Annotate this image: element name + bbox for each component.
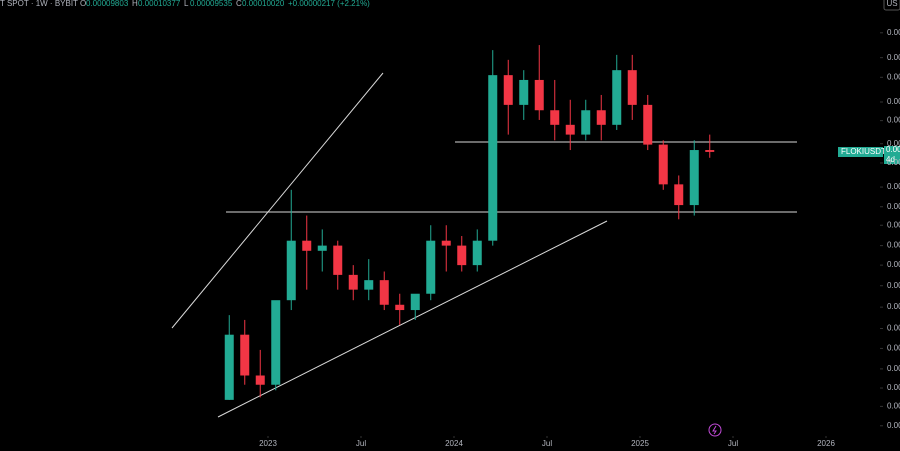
candle-body [240,334,250,376]
change: +0.00000217 (+2.21%) [288,0,370,8]
y-tick-label: 0.00 [887,116,900,125]
y-tick-label: 0.00 [887,302,900,311]
candle-body [565,124,575,135]
candle-body [488,75,498,241]
candle-body [395,304,405,311]
symbol: T SPOT · 1W · BYBIT [0,0,78,8]
y-tick-label: 0.00 [887,402,900,411]
y-tick-label: 0.00 [887,220,900,229]
ohlc-value: 0.00009803 [86,0,129,8]
candle-body [317,245,327,251]
lightning-icon[interactable] [708,423,722,437]
x-tick-label: Jul [728,439,738,448]
y-tick-label: 0.00 [887,281,900,290]
y-tick-label: 0.00 [887,97,900,106]
ohlc-label: C [236,0,242,8]
candle-body [705,150,715,152]
candle-body [457,245,467,266]
candle-body [286,240,296,301]
currency-button[interactable] [883,0,900,11]
candle-body [302,240,312,251]
candle-body [441,240,451,246]
candle-body [519,79,529,105]
candle-body [534,79,544,111]
ohlc-value: 0.00010377 [138,0,181,8]
x-tick-label: 2026 [817,439,835,448]
candle-body [658,144,668,185]
x-tick-label: 2025 [631,439,649,448]
lightning-glyph [712,425,717,435]
drawings [171,72,797,418]
y-tick-label: 0.00 [887,364,900,373]
x-tick-label: Jul [542,439,552,448]
candle-body [333,245,343,275]
ohlc-value: 0.00009535 [190,0,233,8]
countdown: 4d [886,155,895,164]
candle-body [410,293,420,311]
y-tick-label: 0.00 [887,182,900,191]
candle-body [364,280,374,290]
y-tick-label: 0.00 [887,241,900,250]
y-tick-label: 0.00 [887,28,900,37]
candle-body [674,184,684,206]
candle-body [348,274,358,290]
x-tick-label: Jul [356,439,366,448]
candle-body [581,110,591,135]
price: 0.00 [886,145,900,154]
currency-label[interactable]: US [886,0,897,8]
ohlc-value: 0.00010020 [242,0,285,8]
y-tick-label: 0.00 [887,324,900,333]
trend-line [217,220,608,418]
y-tick-label: 0.00 [887,421,900,430]
candle-body [627,70,637,105]
candle-body [255,375,265,385]
y-tick-label: 0.00 [887,383,900,392]
candle-body [596,110,606,125]
y-tick-label: 0.00 [887,344,900,353]
y-tick-label: 0.00 [887,139,900,148]
ticker: FLOKIUSDT [841,147,886,156]
y-tick-label: 0.00 [887,158,900,167]
y-tick-label: 0.00 [887,260,900,269]
ohlc-label: H [132,0,138,8]
price-tag [884,146,900,164]
candle-body [503,75,513,105]
ohlc-label: L [184,0,189,8]
ohlc-readout: O 0.00009803 H 0.00010377 L 0.00009535 C 0.0001… [80,0,370,8]
candle-body [689,150,699,206]
candle-body [472,240,482,266]
trend-line [171,72,384,329]
candle-body [271,300,281,385]
candle-body [426,240,436,294]
candle-body [612,70,622,125]
candle-body [550,110,560,125]
y-tick-label: 0.00 [887,72,900,81]
candles [224,45,715,400]
x-tick-label: 2023 [259,439,277,448]
y-tick-label: 0.00 [887,202,900,211]
ticker-tag [838,147,883,157]
x-tick-label: 2024 [445,439,463,448]
y-tick-label: 0.00 [887,53,900,62]
ohlc-label: O [80,0,86,8]
candle-body [643,104,653,145]
candle-body [379,280,389,305]
candle-body [224,334,234,400]
